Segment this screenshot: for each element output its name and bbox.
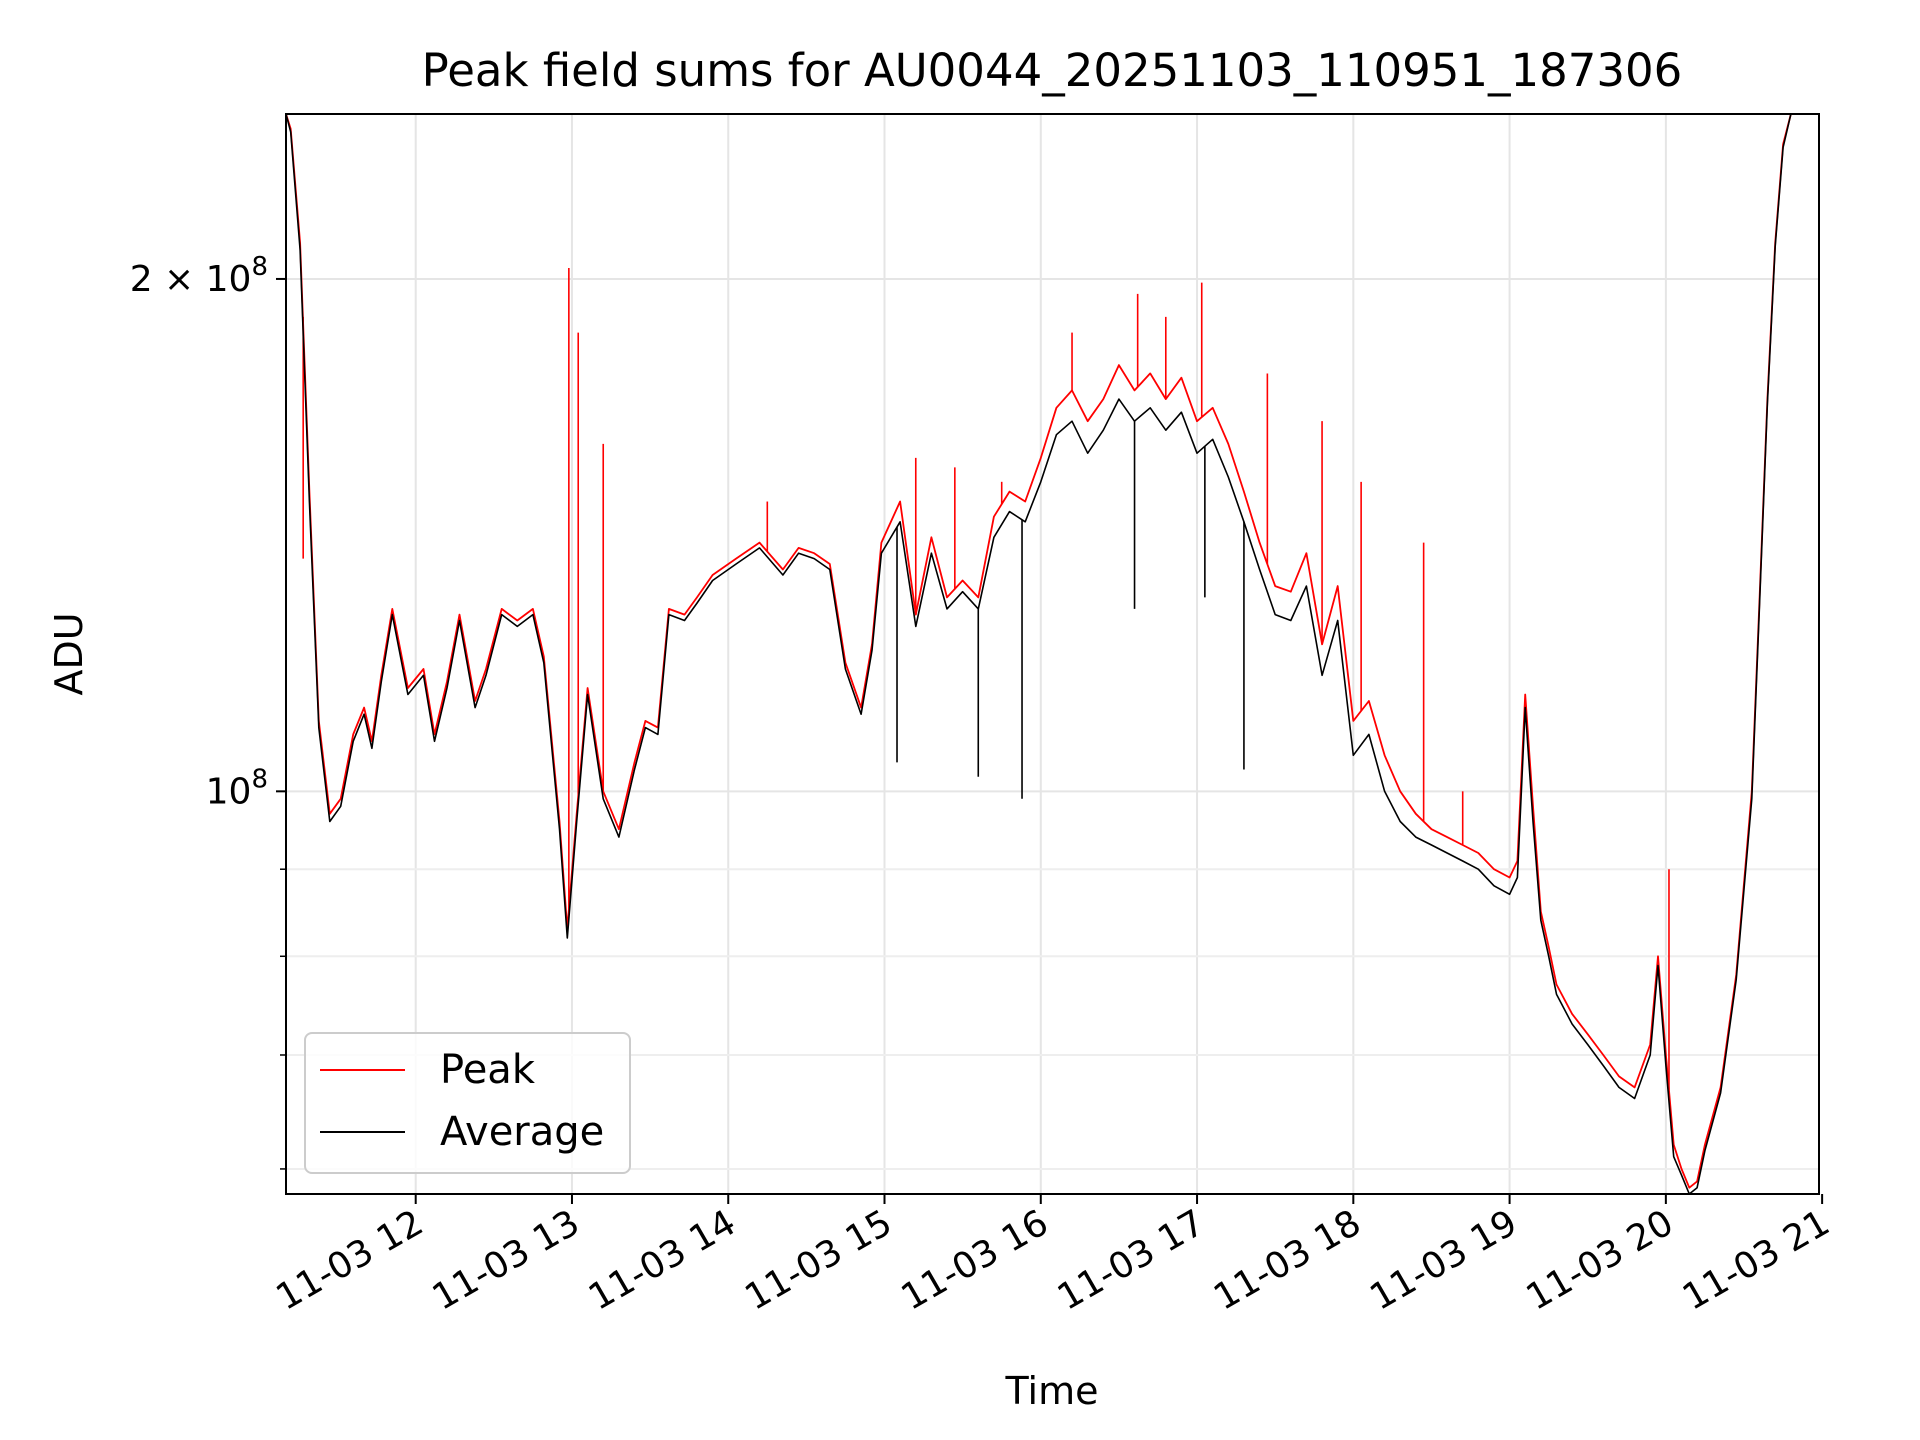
y-axis: 108 2 × 108 [130,252,286,1170]
series-layer [286,114,1792,1194]
y-tick-label: 108 [206,764,268,812]
grid [286,114,1819,1194]
plot-area-frame [285,113,1820,1195]
y-axis-label: ADU [47,612,91,695]
legend: Peak Average [304,1032,631,1174]
legend-frame [304,1032,631,1174]
x-axis-label: Time [1005,1369,1099,1413]
series-line-peak [286,114,1792,1189]
chart-title: Peak field sums for AU0044_20251103_1109… [422,44,1683,97]
y-tick-label: 2 × 108 [130,252,268,300]
legend-label-peak: Peak [440,1047,536,1093]
legend-label-average: Average [440,1109,604,1155]
series-line-average [286,114,1792,1194]
